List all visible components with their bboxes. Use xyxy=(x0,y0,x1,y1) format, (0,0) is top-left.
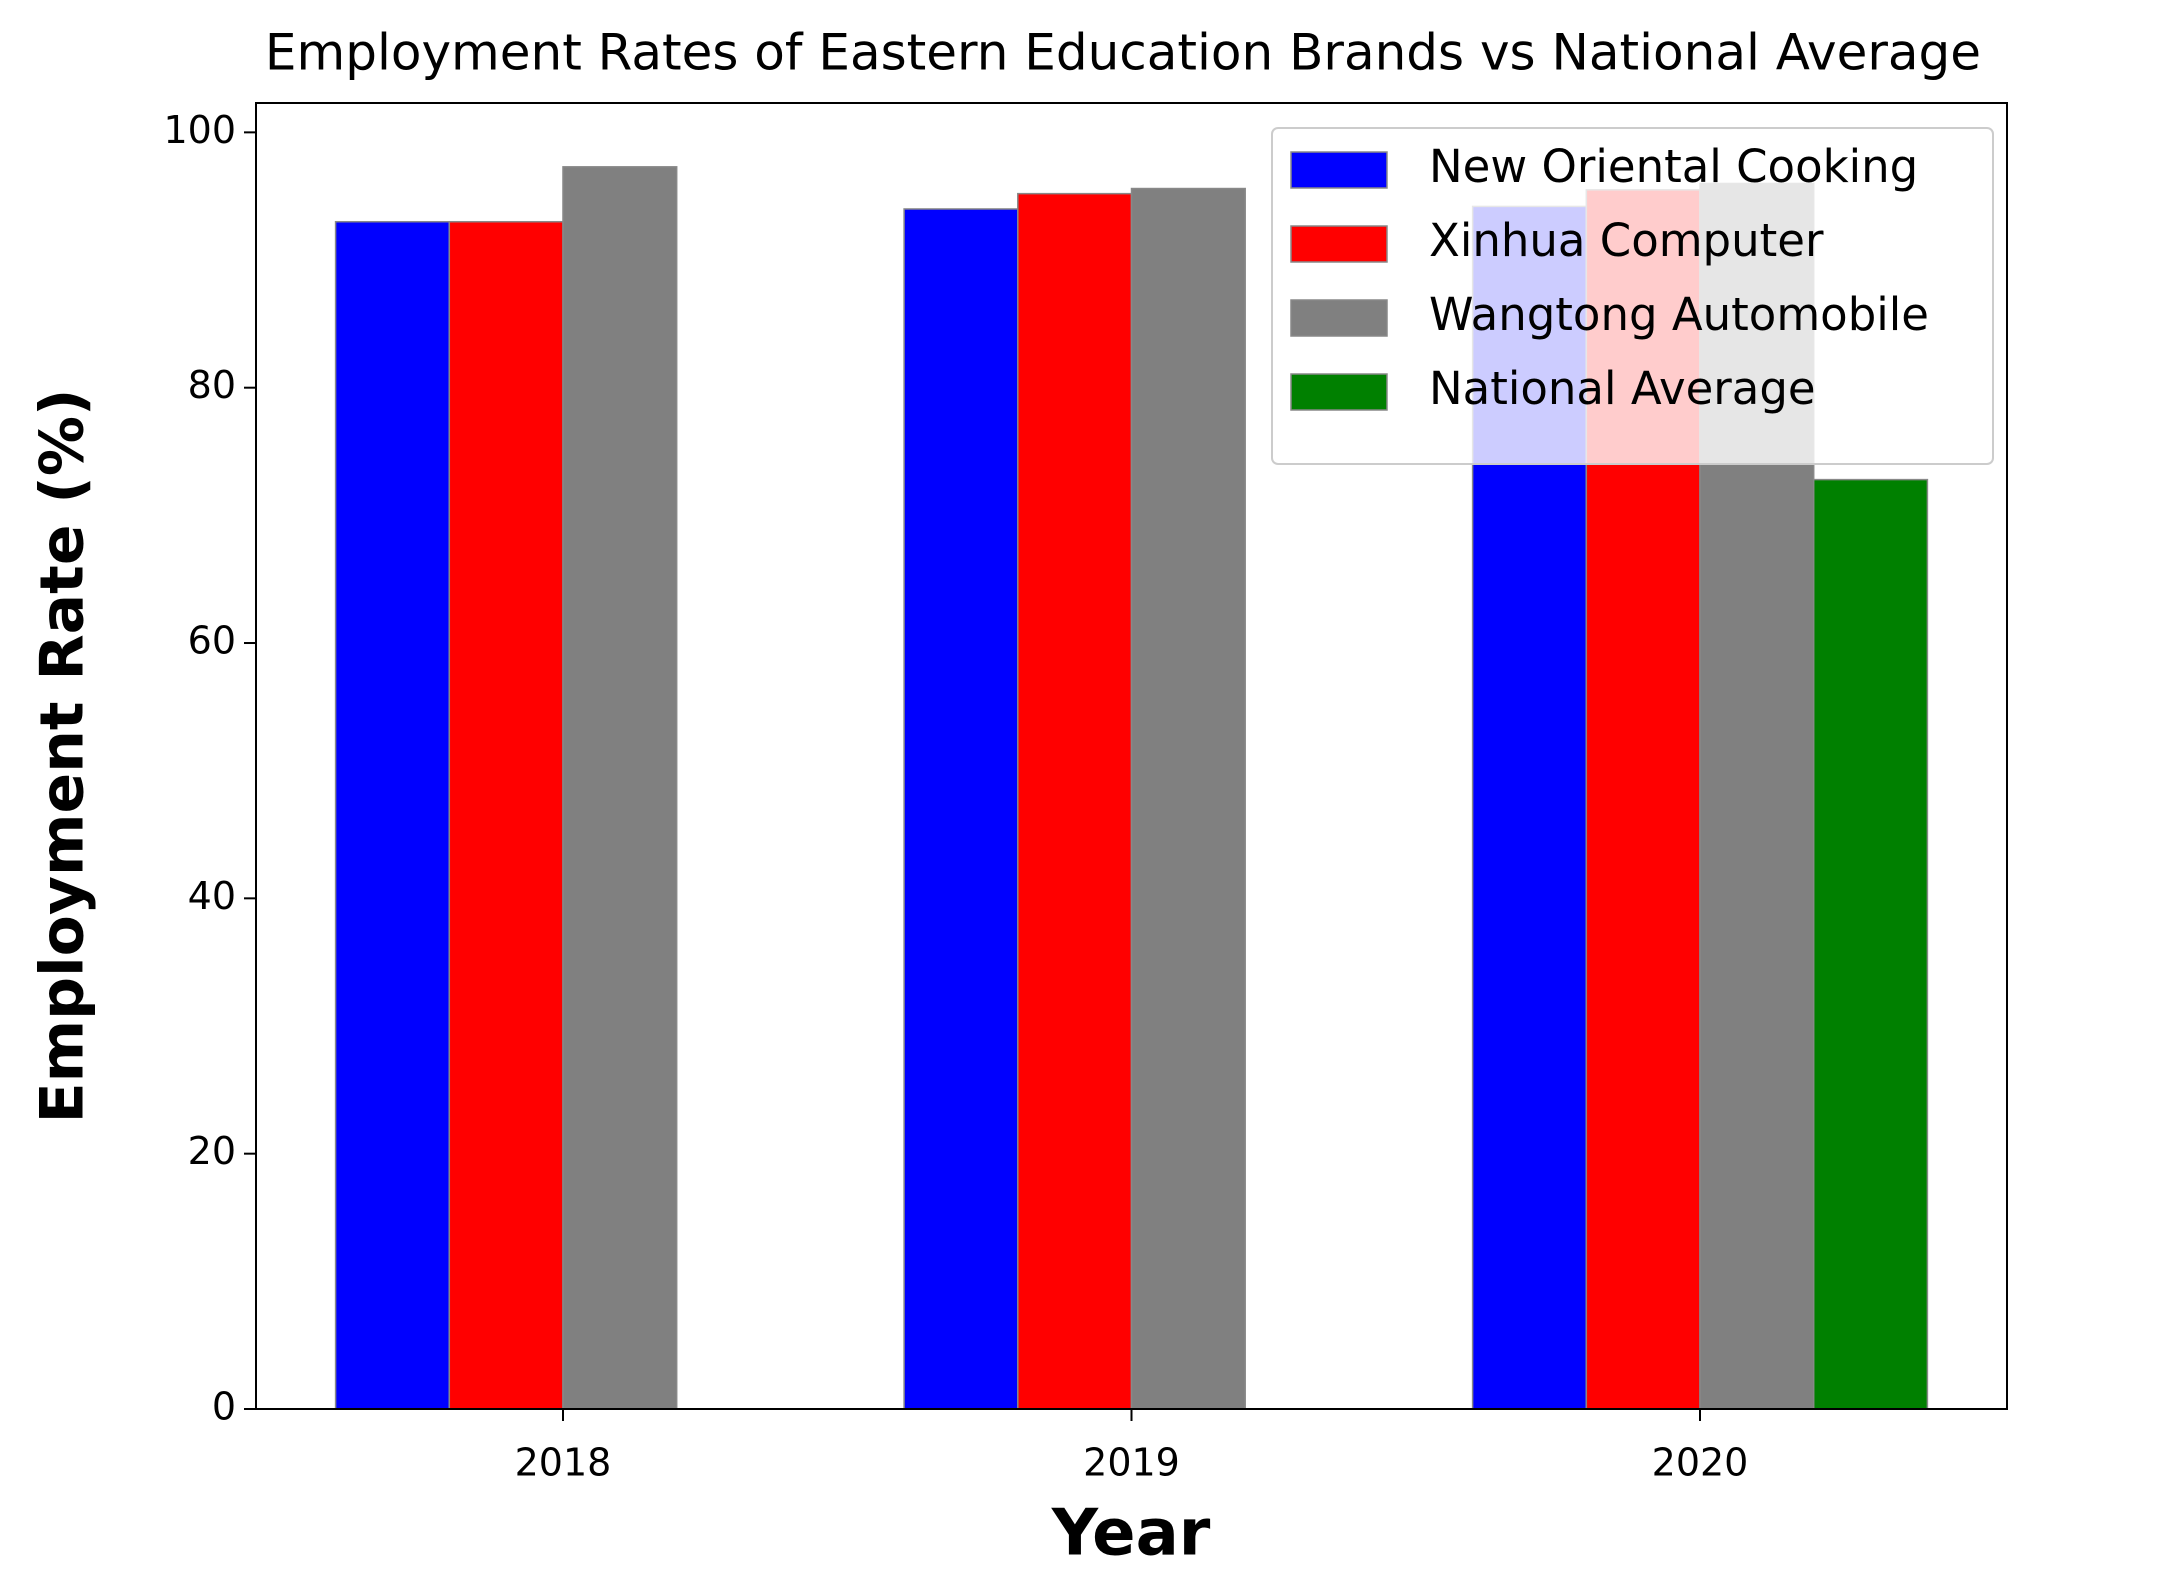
y-tick-label: 60 xyxy=(188,619,236,663)
legend-box xyxy=(1271,127,1994,465)
x-tick-label: 2019 xyxy=(1083,1441,1180,1485)
x-tick-label: 2018 xyxy=(515,1441,612,1485)
plot-frame xyxy=(255,102,2008,1410)
x-tick-label: 2020 xyxy=(1652,1441,1749,1485)
x-axis-label: Year xyxy=(1051,1497,1211,1571)
y-axis-label: Employment Rate (%) xyxy=(28,389,98,1124)
bar xyxy=(903,208,1019,1410)
legend-label: Wangtong Automobile xyxy=(1429,288,1929,341)
bar xyxy=(334,220,451,1410)
legend-label: National Average xyxy=(1429,362,1816,415)
bar xyxy=(1130,187,1246,1410)
bar xyxy=(562,166,678,1410)
legend-swatch xyxy=(1290,299,1388,337)
y-tick-label: 40 xyxy=(188,874,236,918)
y-tick-label: 80 xyxy=(188,363,236,407)
legend-swatch xyxy=(1290,373,1388,411)
y-tick-label: 100 xyxy=(163,108,236,152)
y-tick-label: 20 xyxy=(188,1129,236,1173)
legend-label: New Oriental Cooking xyxy=(1429,140,1918,193)
legend-swatch xyxy=(1290,151,1388,189)
legend-label: Xinhua Computer xyxy=(1429,214,1824,267)
bar xyxy=(1812,478,1929,1410)
bar xyxy=(1017,192,1133,1410)
legend-swatch xyxy=(1290,225,1388,263)
chart-title: Employment Rates of Eastern Education Br… xyxy=(265,24,1981,82)
y-tick-label: 0 xyxy=(212,1385,236,1429)
bar xyxy=(448,220,564,1410)
